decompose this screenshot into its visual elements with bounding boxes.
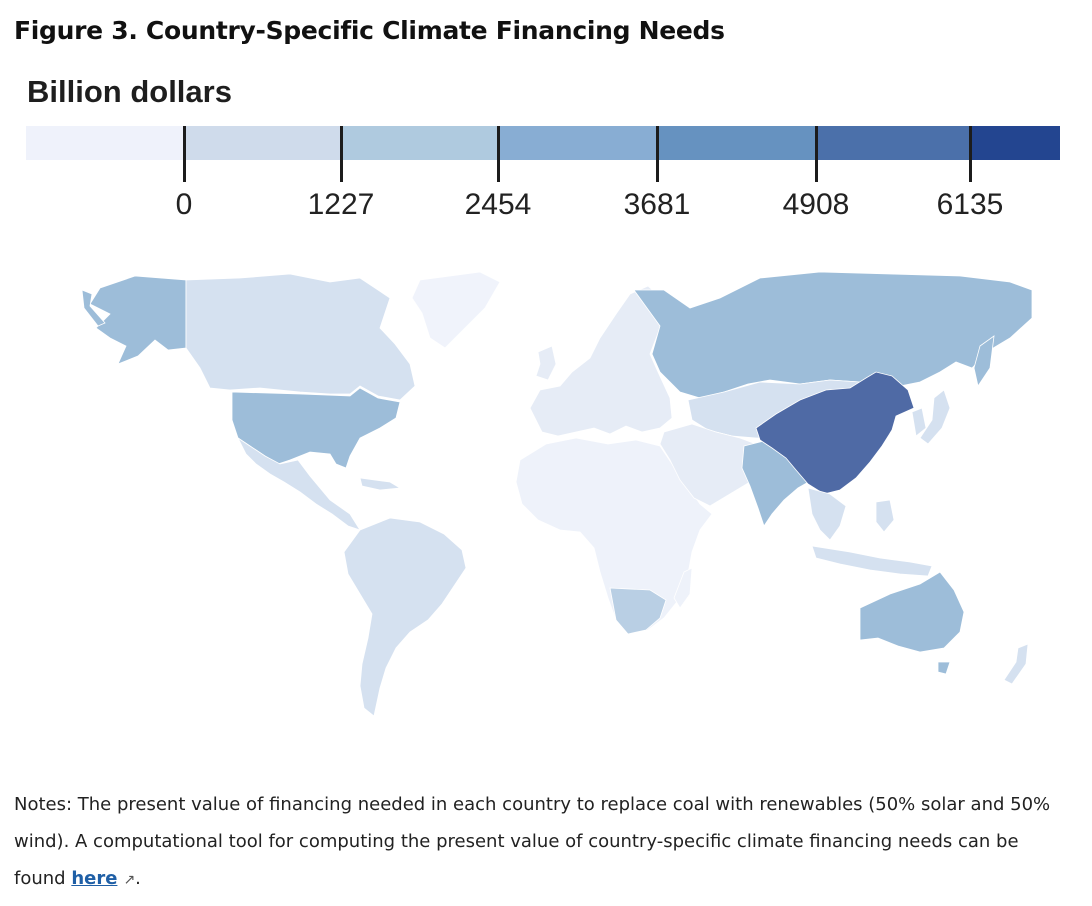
region-caribbean	[359, 477, 402, 491]
legend-title: Billion dollars	[27, 74, 232, 109]
legend-tick-5	[969, 126, 972, 182]
region-mexico	[236, 436, 361, 531]
region-alaska-islands	[81, 289, 106, 327]
legend-swatch-4	[657, 126, 816, 160]
region-alaska	[89, 275, 187, 365]
region-australia	[859, 571, 965, 653]
region-japan	[919, 389, 951, 445]
region-south-africa	[609, 587, 667, 635]
legend-tick-3	[656, 126, 659, 182]
legend-tick-0	[183, 126, 186, 182]
color-legend: 0 1227 2454 3681 4908 6135	[26, 126, 1060, 226]
legend-swatch-1	[184, 126, 341, 160]
legend-swatch-0	[26, 126, 184, 160]
region-russia	[633, 271, 1033, 399]
legend-tick-4	[815, 126, 818, 182]
region-south-america	[343, 517, 467, 717]
world-choropleth-map	[81, 271, 1033, 717]
external-link-icon: ↗	[123, 872, 136, 888]
region-southeast-asia	[807, 487, 847, 541]
legend-swatch-6	[970, 126, 1060, 160]
notes-tail: .	[135, 868, 141, 889]
legend-tick-label-1: 1227	[307, 188, 375, 221]
region-indonesia	[811, 545, 933, 577]
legend-swatch-5	[816, 126, 970, 160]
notes-link[interactable]: here	[71, 868, 118, 889]
figure-title: Figure 3. Country-Specific Climate Finan…	[14, 16, 725, 45]
region-madagascar	[673, 567, 693, 609]
legend-tick-2	[497, 126, 500, 182]
legend-swatch-2	[341, 126, 498, 160]
legend-tick-label-5: 6135	[936, 188, 1004, 221]
region-uk	[535, 345, 557, 381]
region-canada	[185, 273, 416, 401]
figure-notes: Notes: The present value of financing ne…	[14, 786, 1064, 899]
region-middle-east	[659, 423, 761, 507]
legend-swatch-3	[498, 126, 657, 160]
region-russia-east	[973, 335, 995, 388]
notes-text: Notes: The present value of financing ne…	[14, 794, 1051, 889]
region-greenland	[411, 271, 501, 349]
region-china	[755, 371, 915, 495]
region-europe	[529, 285, 673, 437]
region-philippines	[875, 499, 895, 533]
region-korea	[911, 407, 927, 437]
legend-tick-label-0: 0	[175, 188, 193, 221]
region-new-zealand	[1003, 643, 1029, 685]
region-tasmania	[937, 661, 951, 675]
legend-tick-label-3: 3681	[623, 188, 691, 221]
legend-tick-1	[340, 126, 343, 182]
legend-tick-label-4: 4908	[782, 188, 850, 221]
legend-tick-label-2: 2454	[464, 188, 532, 221]
